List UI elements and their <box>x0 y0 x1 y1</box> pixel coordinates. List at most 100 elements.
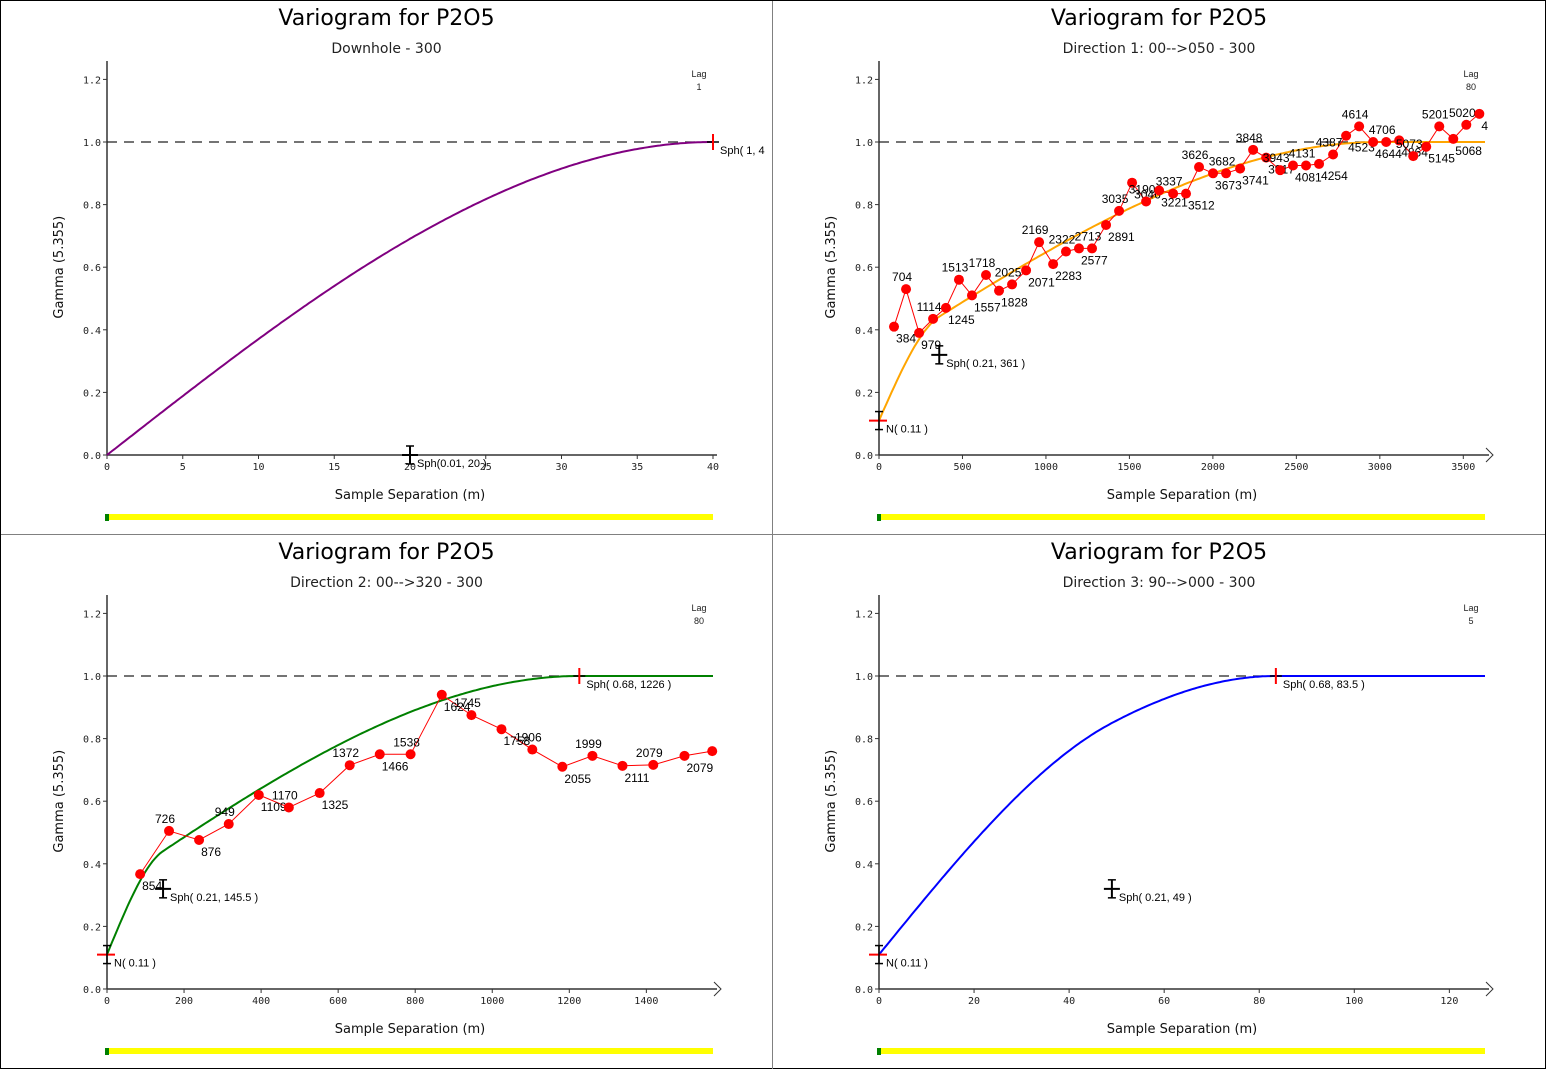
progress-bar-start <box>105 514 109 521</box>
point-label: 4387 <box>1316 136 1343 150</box>
y-tick-label: 0.2 <box>83 922 101 933</box>
experimental-point <box>587 750 598 761</box>
chart-subtitle: Direction 2: 00-->320 - 300 <box>290 575 483 591</box>
experimental-point <box>436 689 447 700</box>
point-label: 1828 <box>1001 296 1028 310</box>
experimental-point <box>1394 135 1405 146</box>
experimental-point <box>707 746 718 757</box>
model-annotation: Sph( 0.21, 145.5 ) <box>170 892 258 904</box>
y-axis-label: Gamma (5.355) <box>52 216 67 319</box>
point-label: 2577 <box>1081 253 1108 267</box>
x-tick-label: 80 <box>1253 996 1265 1007</box>
point-label: 4254 <box>1321 169 1348 183</box>
plot-area: 0.0 0.2 0.4 0.6 0.8 1.0 1.2 0 5 10 15 20 25 30 35 40 Sam… <box>52 61 765 521</box>
experimental-point <box>1141 196 1152 207</box>
progress-bar-fill <box>879 1048 1485 1054</box>
experimental-point <box>527 744 538 755</box>
x-tick-label: 35 <box>631 462 643 473</box>
experimental-point <box>953 274 964 285</box>
y-tick-label: 0.4 <box>83 860 101 871</box>
experimental-point <box>1474 108 1485 119</box>
variogram-panel-direction-2: Variogram for P2O5 Direction 2: 00-->320… <box>1 535 773 1069</box>
x-tick-label: 400 <box>252 996 270 1007</box>
experimental-point <box>1341 130 1352 141</box>
point-label: 3943 <box>1263 151 1290 165</box>
y-tick-label: 0.4 <box>855 860 873 871</box>
y-tick-label: 0.0 <box>83 985 101 996</box>
experimental-point <box>253 789 264 800</box>
point-label: 979 <box>921 338 941 352</box>
x-tick-label: 500 <box>953 462 971 473</box>
point-label: 1745 <box>454 696 481 710</box>
experimental-point <box>1408 151 1419 162</box>
x-tick-label: 60 <box>1158 996 1170 1007</box>
point-label: 3512 <box>1188 199 1215 213</box>
y-tick-label: 1.0 <box>855 672 873 683</box>
experimental-point <box>1301 160 1312 171</box>
experimental-point <box>1087 243 1098 254</box>
lag-label: Lag <box>691 69 706 79</box>
x-axis-label: Sample Separation (m) <box>335 1022 486 1037</box>
point-label: 3682 <box>1209 154 1236 168</box>
point-label: 1718 <box>969 256 996 270</box>
point-label: 2283 <box>1055 269 1082 283</box>
experimental-point <box>1154 185 1165 196</box>
point-label: 2322 <box>1049 233 1076 247</box>
x-tick-label: 800 <box>406 996 424 1007</box>
point-label: 1466 <box>382 759 409 773</box>
model-curve <box>878 675 1485 956</box>
y-tick-label: 1.0 <box>855 138 873 149</box>
y-tick-label: 0.6 <box>83 263 101 274</box>
model-annotation: N( 0.11 ) <box>886 424 928 436</box>
y-tick-label: 0.0 <box>855 451 873 462</box>
point-label: 5073 <box>1396 137 1423 151</box>
point-label: 4081 <box>1295 170 1322 184</box>
progress-bar-fill <box>107 514 713 520</box>
experimental-point <box>1181 188 1192 199</box>
y-tick-label: 0.4 <box>855 326 873 337</box>
x-tick-label: 30 <box>555 462 567 473</box>
y-tick-label: 0.2 <box>855 388 873 399</box>
model-annotation: Sph( 1, 4 <box>720 145 765 157</box>
experimental-point <box>940 302 951 313</box>
point-label: 2071 <box>1028 275 1055 289</box>
point-label: 5201 <box>1422 107 1449 121</box>
point-label: 5068 <box>1455 144 1482 158</box>
x-axis-arrow <box>1485 981 1494 997</box>
point-label: 3626 <box>1182 148 1209 162</box>
experimental-point <box>1434 121 1445 132</box>
y-tick-label: 0.8 <box>83 735 101 746</box>
point-label: 1758 <box>503 734 530 748</box>
x-tick-label: 20 <box>968 996 980 1007</box>
point-label: 4523 <box>1348 141 1375 155</box>
x-tick-label: 2000 <box>1201 462 1225 473</box>
chart-title: Variogram for P2O5 <box>278 540 495 565</box>
experimental-point <box>557 761 568 772</box>
point-label: 1513 <box>942 261 969 275</box>
progress-bar-start <box>877 514 881 521</box>
lag-label: Lag <box>1463 603 1478 613</box>
y-tick-label: 0.8 <box>855 201 873 212</box>
experimental-point <box>223 819 234 830</box>
experimental-point <box>1275 165 1286 176</box>
point-label: 1906 <box>515 731 542 745</box>
x-tick-label: 5 <box>180 462 186 473</box>
experimental-point <box>1194 162 1205 173</box>
variogram-panel-direction-1: Variogram for P2O5 Direction 1: 00-->050… <box>773 1 1545 535</box>
point-label: 1114 <box>917 300 942 314</box>
lag-label: Lag <box>691 603 706 613</box>
x-tick-label: 0 <box>876 996 882 1007</box>
model-annotation: N( 0.11 ) <box>886 958 928 970</box>
experimental-point <box>1328 149 1339 160</box>
x-tick-label: 40 <box>707 462 719 473</box>
experimental-point <box>901 284 912 295</box>
point-label: 4 <box>1481 119 1488 133</box>
x-tick-label: 2500 <box>1284 462 1308 473</box>
x-tick-label: 20 <box>404 462 416 473</box>
experimental-point <box>1073 243 1084 254</box>
point-label: 949 <box>215 805 235 819</box>
point-label: 3190 <box>1129 182 1156 196</box>
point-label: 726 <box>155 812 175 826</box>
experimental-point <box>1448 133 1459 144</box>
point-label: 3848 <box>1236 131 1263 145</box>
